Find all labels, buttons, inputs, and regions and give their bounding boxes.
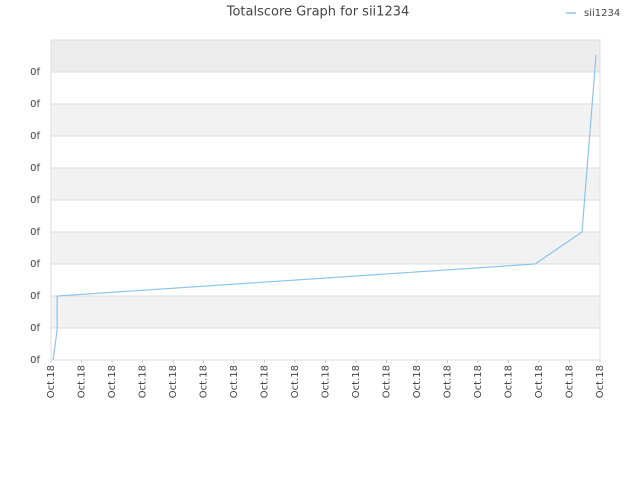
x-tick-label: Oct.18 [260,365,271,398]
y-tick-label: 0f [30,163,40,174]
x-tick-label: Oct.18 [290,365,301,398]
y-tick-label: 0f [30,195,40,206]
chart-title: Totalscore Graph for sii1234 [226,5,410,20]
x-tick-label: Oct.18 [107,365,118,398]
grid-band [51,168,600,200]
y-tick-label: 0f [30,99,40,110]
x-tick-label: Oct.18 [77,365,88,398]
series-line [52,54,597,361]
x-tick-label: Oct.18 [229,365,240,398]
legend-label: sii1234 [584,8,620,19]
grid-band [51,296,600,328]
x-tick-label: Oct.18 [473,365,484,398]
y-tick-label: 0f [30,227,40,238]
y-tick-label: 0f [30,323,40,334]
y-tick-label: 0f [30,259,40,270]
y-tick-label: 0f [30,67,40,78]
x-tick-label: Oct.18 [382,365,393,398]
x-tick-label: Oct.18 [168,365,179,398]
x-tick-label: Oct.18 [504,365,515,398]
x-tick-label: Oct.18 [595,365,606,398]
x-tick-label: Oct.18 [351,365,362,398]
x-tick-label: Oct.18 [321,365,332,398]
y-tick-label: 0f [30,291,40,302]
y-tick-label: 0f [30,131,40,142]
x-tick-label: Oct.18 [565,365,576,398]
y-tick-label: 0f [30,355,40,366]
x-tick-label: Oct.18 [46,365,57,398]
x-tick-label: Oct.18 [199,365,210,398]
x-tick-label: Oct.18 [138,365,149,398]
x-tick-label: Oct.18 [412,365,423,398]
x-tick-label: Oct.18 [443,365,454,398]
grid-band [51,104,600,136]
grid-band [51,40,600,72]
x-tick-label: Oct.18 [534,365,545,398]
grid-band [51,232,600,264]
